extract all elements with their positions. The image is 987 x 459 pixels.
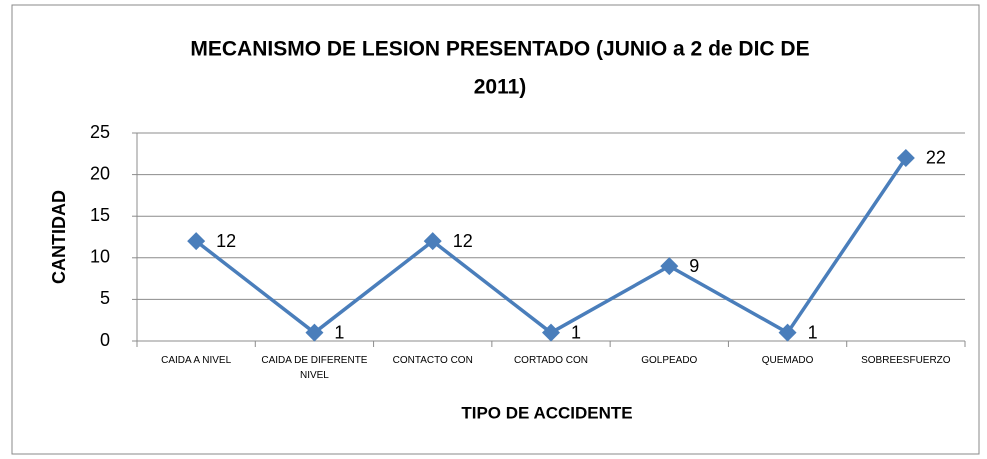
x-tick-label: GOLPEADO (641, 355, 698, 366)
marker (305, 323, 324, 342)
x-tick-label: QUEMADO (761, 355, 814, 366)
data-label: 1 (571, 322, 581, 342)
marker (542, 323, 560, 342)
x-tick-label: CAIDA DE DIFERENTE NIVEL (261, 355, 368, 381)
data-label: 12 (453, 231, 473, 251)
y-tick-label: 10 (90, 247, 110, 267)
marker (423, 232, 442, 251)
y-axis-label: CANTIDAD (49, 190, 69, 284)
marker (660, 257, 679, 276)
data-label: 1 (334, 322, 344, 342)
chart-title: 2011) (474, 76, 527, 99)
y-tick-label: 5 (100, 288, 110, 308)
x-tick-label: CAIDA A NIVEL (161, 355, 232, 366)
marker (778, 323, 797, 342)
y-tick-label: 15 (90, 205, 110, 225)
y-tick-label: 0 (100, 330, 110, 350)
data-label: 12 (216, 231, 236, 251)
x-tick-label: CORTADO CON (513, 355, 589, 366)
data-label: 22 (926, 148, 946, 168)
chart-title: MECANISMO DE LESION PRESENTADO (JUNIO a … (190, 38, 809, 61)
x-tick-label: SOBREESFUERZO (861, 355, 951, 366)
data-label: 1 (808, 322, 818, 342)
marker (187, 232, 206, 251)
x-axis-label: TIPO DE ACCIDENTE (461, 403, 632, 422)
y-tick-label: 25 (90, 122, 110, 142)
data-label: 9 (689, 256, 699, 276)
x-tick-label: CONTACTO CON (392, 355, 473, 366)
y-tick-label: 20 (90, 163, 110, 183)
marker (896, 148, 915, 167)
chart-frame (11, 4, 980, 455)
